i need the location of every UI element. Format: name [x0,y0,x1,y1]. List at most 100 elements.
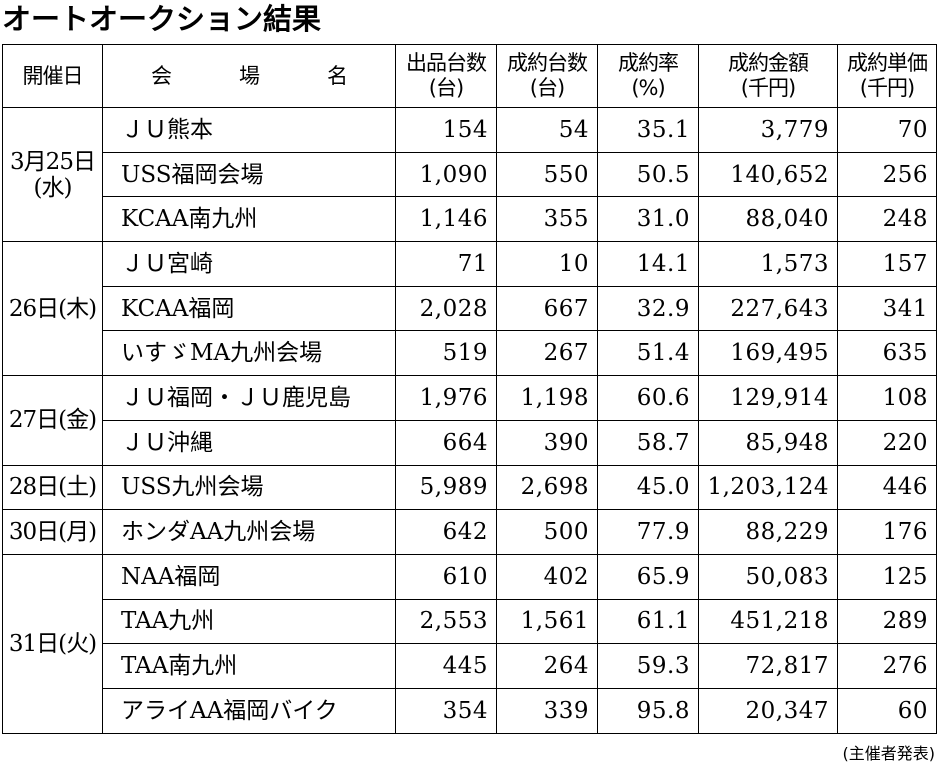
listed-cell: 2,553 [395,598,497,645]
venue-cell: NAA福岡 [102,553,396,600]
date-text: (水) [33,174,73,201]
header-venue: 会場名 [102,44,396,108]
amount-cell: 129,914 [698,375,838,421]
listed-cell: 642 [395,509,497,555]
date-text: 31日(火) [8,630,97,657]
unit-price-cell: 220 [837,419,937,466]
table-row: 26日(木) ＪＵ宮崎 71 10 14.1 1,573 157 [2,241,937,377]
table-row: 3月25日 (水) ＪＵ熊本 154 54 35.1 3,779 70 [2,106,937,243]
date-cell: 28日(土) [2,464,103,511]
venue-cell: いすゞMA九州会場 [102,330,396,377]
unit-price-cell: 70 [837,107,937,153]
unit-price-cell: 341 [837,285,937,332]
venue-cell: USS福岡会場 [102,151,396,198]
table-row: 31日(火) NAA福岡 610 402 65.9 50,083 125 [2,553,937,734]
contracted-cell: 550 [496,151,598,198]
amount-cell: 451,218 [698,598,838,645]
contracted-cell: 390 [496,419,598,466]
unit-price-cell: 256 [837,151,937,198]
listed-cell: 354 [395,687,497,734]
header-unit-price: 成約単価 (千円) [837,44,937,108]
listed-cell: 1,090 [395,151,497,198]
date-cell: 27日(金) [2,375,103,466]
date-cell: 26日(木) [2,241,103,377]
amount-cell: 50,083 [698,553,838,600]
contracted-cell: 267 [496,330,598,377]
contracted-cell: 1,561 [496,598,598,645]
date-text: 27日(金) [8,407,97,434]
date-cell: 3月25日 (水) [2,106,103,243]
table-row: アライAA福岡バイク 354 339 95.8 20,347 60 [3,687,937,734]
header-venue-char: 会 [151,63,172,88]
venue-cell: ＪＵ熊本 [102,107,396,153]
contracted-cell: 355 [496,196,598,243]
unit-price-cell: 635 [837,330,937,377]
header-row: 開催日 会 場 名 出品台数 (台) 成約台数 (台) 成約率 (%) 成約金額 (… [2,44,937,108]
table-row: USS福岡会場 1,090 550 50.5 140,652 256 [3,151,937,198]
venue-cell: USS九州会場 [102,464,396,511]
unit-price-cell: 248 [837,196,937,243]
rate-cell: 32.9 [597,285,699,332]
listed-cell: 610 [395,553,497,600]
contracted-cell: 10 [496,241,598,287]
header-venue-char: 場 [239,63,260,88]
header-contracted: 成約台数 (台) [496,44,598,108]
unit-price-cell: 108 [837,375,937,421]
contracted-cell: 264 [496,643,598,689]
header-rate: 成約率 (%) [597,44,699,108]
table-row: ＪＵ沖縄 664 390 58.7 85,948 220 [3,419,937,466]
amount-cell: 85,948 [698,419,838,466]
venue-cell: KCAA福岡 [102,285,396,332]
rate-cell: 51.4 [597,330,699,377]
amount-cell: 1,203,124 [698,464,838,511]
amount-cell: 88,040 [698,196,838,243]
listed-cell: 519 [395,330,497,377]
amount-cell: 88,229 [698,509,838,555]
auction-results-table: 開催日 会 場 名 出品台数 (台) 成約台数 (台) 成約率 (%) 成約金額 (… [2,44,937,734]
rate-cell: 58.7 [597,419,699,466]
table-row: TAA南九州 445 264 59.3 72,817 276 [3,643,937,689]
listed-cell: 2,028 [395,285,497,332]
amount-cell: 20,347 [698,687,838,734]
results-body: 3月25日 (水) ＪＵ熊本 154 54 35.1 3,779 70 USS福岡会場 1,090… [2,106,937,734]
table-row: いすゞMA九州会場 519 267 51.4 169,495 635 [3,330,937,377]
listed-cell: 1,976 [395,375,497,421]
rate-cell: 45.0 [597,464,699,511]
rate-cell: 31.0 [597,196,699,243]
unit-price-cell: 289 [837,598,937,645]
date-cell: 31日(火) [2,553,103,734]
table-row: KCAA南九州 1,146 355 31.0 88,040 248 [3,196,937,243]
contracted-cell: 667 [496,285,598,332]
unit-price-cell: 157 [837,241,937,287]
contracted-cell: 2,698 [496,464,598,511]
contracted-cell: 402 [496,553,598,600]
unit-price-cell: 60 [837,687,937,734]
contracted-cell: 339 [496,687,598,734]
listed-cell: 1,146 [395,196,497,243]
date-text: 30日(月) [8,519,97,546]
date-text: 28日(土) [8,474,97,501]
contracted-cell: 54 [496,107,598,153]
header-date: 開催日 [2,44,103,108]
listed-cell: 5,989 [395,464,497,511]
listed-cell: 664 [395,419,497,466]
rate-cell: 59.3 [597,643,699,689]
table-row: KCAA福岡 2,028 667 32.9 227,643 341 [3,285,937,332]
table-row: TAA九州 2,553 1,561 61.1 451,218 289 [3,598,937,645]
amount-cell: 1,573 [698,241,838,287]
date-cell: 30日(月) [2,509,103,555]
amount-cell: 3,779 [698,107,838,153]
venue-cell: ＪＵ宮崎 [102,241,396,287]
amount-cell: 169,495 [698,330,838,377]
rate-cell: 14.1 [597,241,699,287]
header-amount: 成約金額 (千円) [698,44,838,108]
amount-cell: 227,643 [698,285,838,332]
unit-price-cell: 125 [837,553,937,600]
rate-cell: 95.8 [597,687,699,734]
contracted-cell: 500 [496,509,598,555]
rate-cell: 35.1 [597,107,699,153]
listed-cell: 445 [395,643,497,689]
contracted-cell: 1,198 [496,375,598,421]
page-title: オートオークション結果 [2,2,322,36]
venue-cell: KCAA南九州 [102,196,396,243]
